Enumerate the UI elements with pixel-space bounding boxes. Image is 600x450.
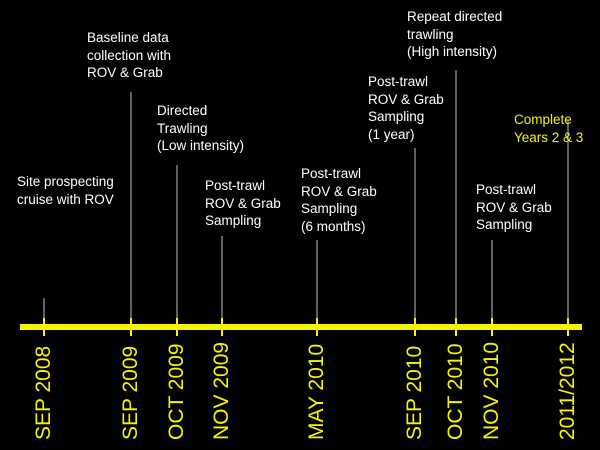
- event-description-line: Sampling: [368, 109, 425, 124]
- event-date-label: SEP 2010: [403, 345, 426, 440]
- event-date-label: 2011/2012: [556, 342, 579, 440]
- event-description-line: Sampling: [476, 217, 533, 232]
- event-description-line: Baseline data: [87, 30, 169, 45]
- event-date-label: OCT 2010: [444, 343, 467, 441]
- event-date-label: SEP 2008: [32, 345, 55, 440]
- event-description-line: Post-trawl: [476, 182, 537, 197]
- event-description-line: ROV & Grab: [476, 199, 552, 215]
- event-description: Post-trawl ROV & Grab Sampling: [205, 177, 281, 230]
- event-description: Complete Years 2 & 3: [514, 111, 583, 146]
- event-description-line: Sampling: [301, 201, 358, 216]
- event-date-label: OCT 2009: [165, 343, 188, 441]
- event-description-line: Site prospecting: [17, 174, 114, 189]
- event-description-line: (6 months): [301, 218, 366, 234]
- event-description-line: Repeat directed: [407, 9, 503, 24]
- event-description-line: Directed: [157, 103, 208, 118]
- event-description: Post-trawl ROV & Grab Sampling (1 year): [368, 73, 444, 143]
- event-description: Site prospecting cruise with ROV: [17, 173, 114, 208]
- event-description: Directed Trawling (Low intensity): [157, 102, 244, 155]
- event-description: Post-trawl ROV & Grab Sampling: [476, 181, 552, 234]
- event-description-line: Post-trawl: [301, 166, 362, 181]
- event-description-line: ROV & Grab: [87, 65, 163, 80]
- event-description: Repeat directed trawling (High intensity): [407, 8, 502, 61]
- event-description-line: Sampling: [205, 213, 262, 228]
- event-description-line: trawling: [407, 26, 454, 42]
- event-description-line: ROV & Grab: [301, 183, 377, 199]
- event-description-line: cruise with ROV: [17, 191, 114, 207]
- event-description-line: Post-trawl: [205, 178, 266, 193]
- event-description-line: Years 2 & 3: [514, 129, 584, 145]
- event-date-label: SEP 2009: [119, 345, 142, 440]
- event-date-label: NOV 2009: [210, 341, 233, 440]
- event-description: Baseline data collection with ROV & Grab: [87, 29, 171, 82]
- event-description-line: ROV & Grab: [205, 195, 281, 211]
- event-description-line: Post-trawl: [368, 74, 429, 89]
- event-description-line: (High intensity): [407, 44, 498, 59]
- event-description-line: Trawling: [157, 120, 208, 136]
- event-description: Post-trawl ROV & Grab Sampling (6 months): [301, 165, 377, 235]
- event-date-label: NOV 2010: [480, 341, 503, 440]
- event-description-line: Complete: [514, 112, 572, 127]
- event-description-line: ROV & Grab: [368, 91, 444, 107]
- event-description-line: (Low intensity): [157, 138, 245, 153]
- event-description-line: (1 year): [368, 126, 415, 142]
- event-date-label: MAY 2010: [305, 343, 328, 440]
- event-description-line: collection with: [87, 47, 172, 63]
